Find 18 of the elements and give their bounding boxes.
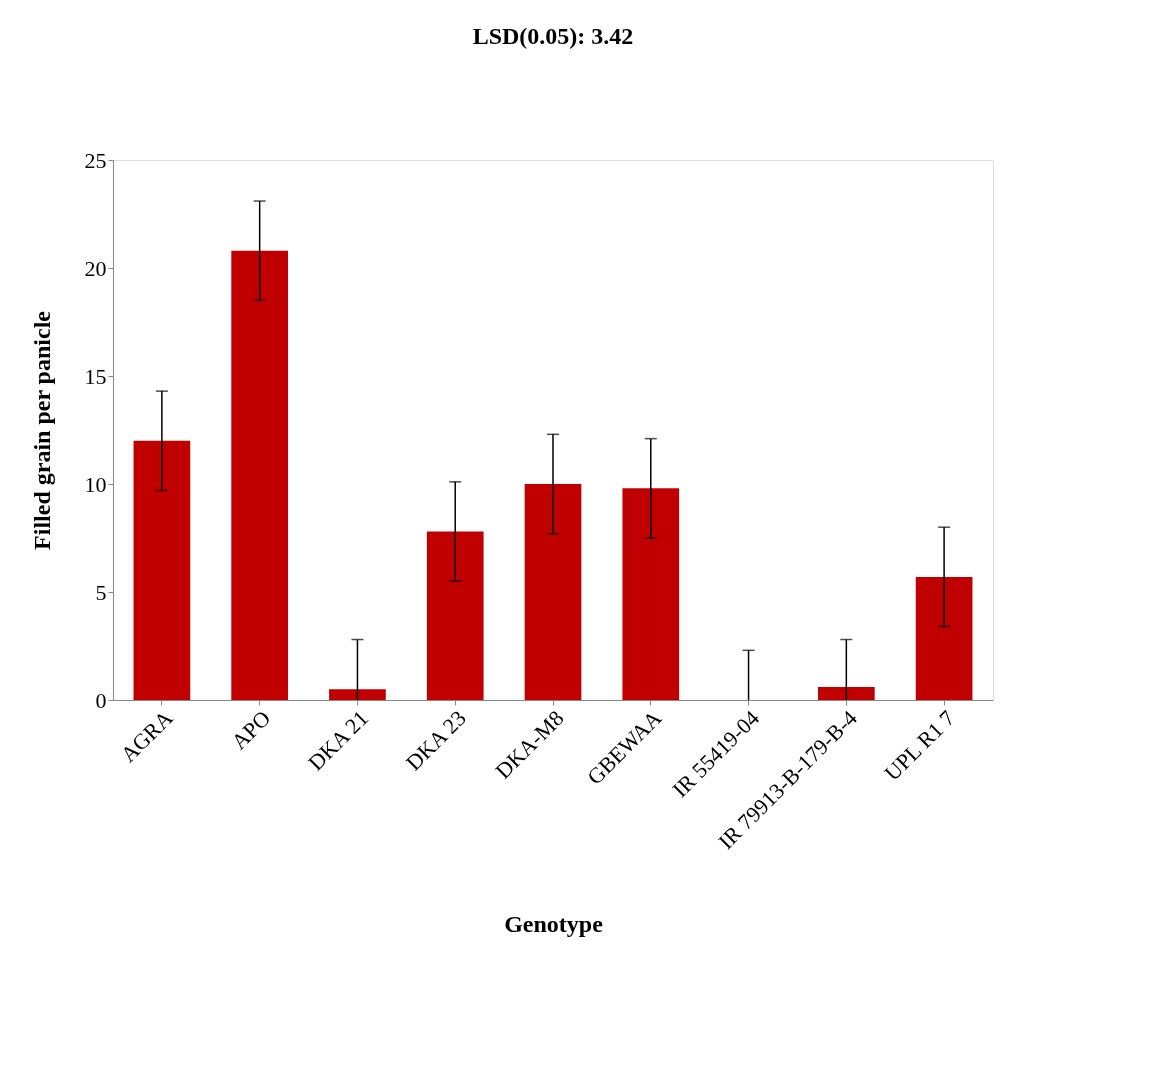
y-axis-title: Filled grain per panicle [28, 310, 55, 550]
x-axis-title: Genotype [504, 911, 604, 938]
bar [329, 689, 386, 700]
y-tick-label: 20 [84, 255, 107, 281]
bar [426, 531, 484, 700]
chart-title: LSD(0.05): 3.42 [472, 23, 634, 49]
y-tick-label: 10 [84, 471, 107, 497]
bar [231, 250, 289, 700]
y-tick-label: 25 [84, 147, 107, 173]
bar [524, 484, 582, 700]
bar [622, 488, 680, 700]
x-tick-label: UPL R1 7 [879, 705, 960, 786]
y-tick-label: 5 [95, 579, 107, 605]
bar [915, 576, 973, 700]
bar [133, 440, 191, 700]
bar [817, 687, 875, 700]
y-tick-label: 0 [95, 687, 107, 713]
y-tick-label: 15 [84, 363, 107, 389]
